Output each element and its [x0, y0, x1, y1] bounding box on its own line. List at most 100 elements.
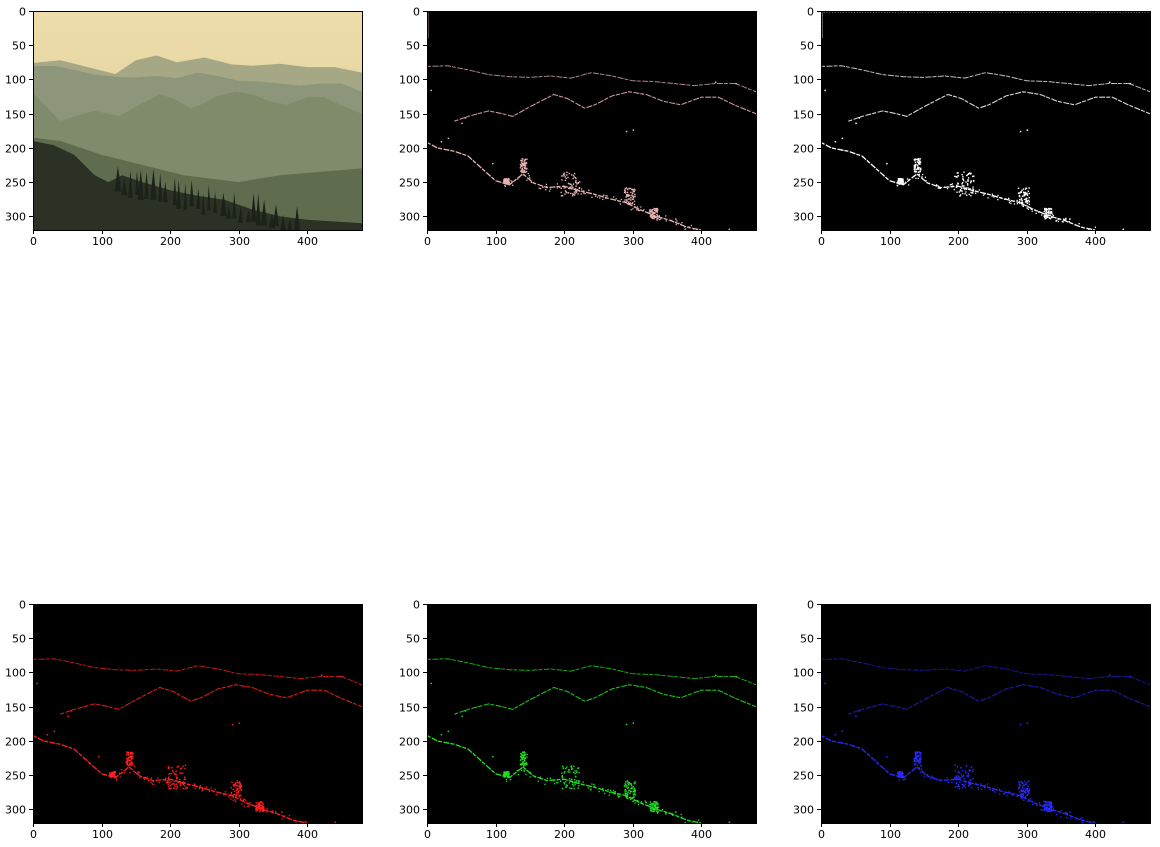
edge-pixel — [255, 808, 257, 810]
edge-pixel — [633, 790, 636, 792]
edge-pixel — [916, 752, 918, 755]
edge-pixel — [654, 803, 656, 805]
edge-pixel — [658, 218, 660, 221]
edge-pixel — [126, 757, 128, 759]
edge-pixel — [569, 787, 571, 789]
edge-pixel — [656, 207, 659, 210]
edge-pixel — [521, 762, 524, 765]
y-tick-label: 150 — [793, 109, 814, 122]
edge-pixel — [1069, 811, 1071, 813]
edge-pixel — [656, 803, 658, 806]
edge-pixel — [645, 801, 647, 804]
edge-pixel — [574, 192, 576, 194]
edge-pixel — [629, 796, 631, 798]
edge-pixel — [1117, 11, 1119, 13]
edge-pixel — [231, 723, 234, 726]
edge-pixel — [1028, 780, 1030, 782]
edge-pixel — [492, 755, 494, 758]
edge-pixel — [271, 810, 274, 812]
edge-pixel — [1026, 722, 1029, 724]
edge-pixel — [624, 192, 627, 194]
edge-pixel — [1088, 825, 1089, 826]
edge-pixel — [631, 188, 634, 191]
edge-pixel — [577, 785, 580, 787]
edge-pixel — [505, 775, 507, 777]
edge-pixel — [447, 730, 450, 733]
edge-pixel — [525, 170, 528, 173]
edge-pixel — [913, 166, 916, 168]
edge-pixel — [238, 790, 240, 792]
edge-pixel — [1050, 212, 1052, 214]
edge-pixel — [633, 190, 635, 193]
edge-pixel — [36, 682, 38, 685]
edge-pixel — [975, 190, 977, 192]
edge-pixel — [182, 783, 185, 786]
edge-pixel — [1065, 811, 1067, 813]
edge-pixel — [913, 171, 916, 173]
edge-pixel — [1011, 794, 1013, 796]
edge-pixel — [901, 776, 903, 778]
edge-pixel — [1030, 208, 1032, 210]
edge-pixel — [1045, 807, 1048, 809]
edge-pixel — [239, 786, 241, 788]
edge-pixel — [1032, 803, 1034, 806]
edge-pixel — [906, 11, 907, 13]
edge-pixel — [959, 777, 962, 779]
edge-pixel — [504, 185, 506, 187]
edge-pixel — [127, 754, 130, 756]
edge-pixel — [238, 782, 240, 784]
edge-pixel — [968, 781, 970, 784]
edge-pixel — [653, 810, 655, 813]
edge-pixel — [1049, 211, 1051, 213]
edge-pixel — [182, 765, 184, 767]
edge-pixel — [821, 19, 823, 21]
edge-pixel — [1019, 192, 1022, 194]
edge-pixel — [579, 181, 581, 183]
edge-pixel — [508, 178, 510, 180]
edge-pixel — [955, 782, 958, 784]
edge-pixel — [629, 791, 632, 793]
edge-pixel — [625, 199, 628, 201]
edge-pixel — [125, 761, 128, 763]
edge-pixel — [578, 781, 580, 783]
edge-pixel — [1043, 800, 1045, 803]
edge-pixel — [657, 806, 659, 808]
edge-pixel — [231, 781, 233, 784]
edge-pixel — [560, 175, 563, 177]
y-tick-label: 0 — [19, 599, 26, 612]
edge-pixel — [855, 715, 857, 718]
edge-pixel — [168, 785, 170, 788]
edge-pixel — [180, 767, 182, 769]
edge-pixel — [1092, 11, 1094, 13]
edge-pixel — [658, 806, 660, 809]
edge-pixel — [1062, 812, 1065, 815]
edge-pixel — [255, 804, 257, 807]
edge-pixel — [829, 11, 831, 13]
edge-pixel — [137, 773, 139, 775]
edge-pixel — [735, 82, 737, 85]
edge-ridge-mid — [454, 684, 756, 715]
edge-pixel — [1002, 11, 1003, 13]
x-tick-label: 400 — [297, 235, 318, 248]
edge-pixel — [626, 793, 629, 795]
edge-pixel — [526, 179, 528, 181]
edge-pixel — [524, 165, 526, 167]
edge-pixel — [295, 821, 297, 823]
edge-pixel — [1017, 187, 1020, 189]
edge-pixel — [583, 192, 585, 194]
axes-frame — [821, 11, 1151, 231]
edge-pixel — [632, 794, 635, 796]
edge-pixel — [633, 188, 635, 190]
edge-pixel — [657, 803, 659, 805]
edge-pixel — [114, 776, 116, 778]
edge-pixel — [572, 186, 574, 188]
edge-pixel — [1066, 812, 1068, 814]
edge-pixel — [263, 808, 265, 810]
y-tick-label: 0 — [19, 6, 26, 19]
edge-pixel — [167, 781, 169, 783]
edge-pixel — [1019, 198, 1021, 201]
edge-pixel — [567, 182, 570, 185]
edge-pixel — [1019, 130, 1022, 133]
edge-pixel — [118, 772, 121, 774]
y-tick-label: 150 — [399, 109, 420, 122]
